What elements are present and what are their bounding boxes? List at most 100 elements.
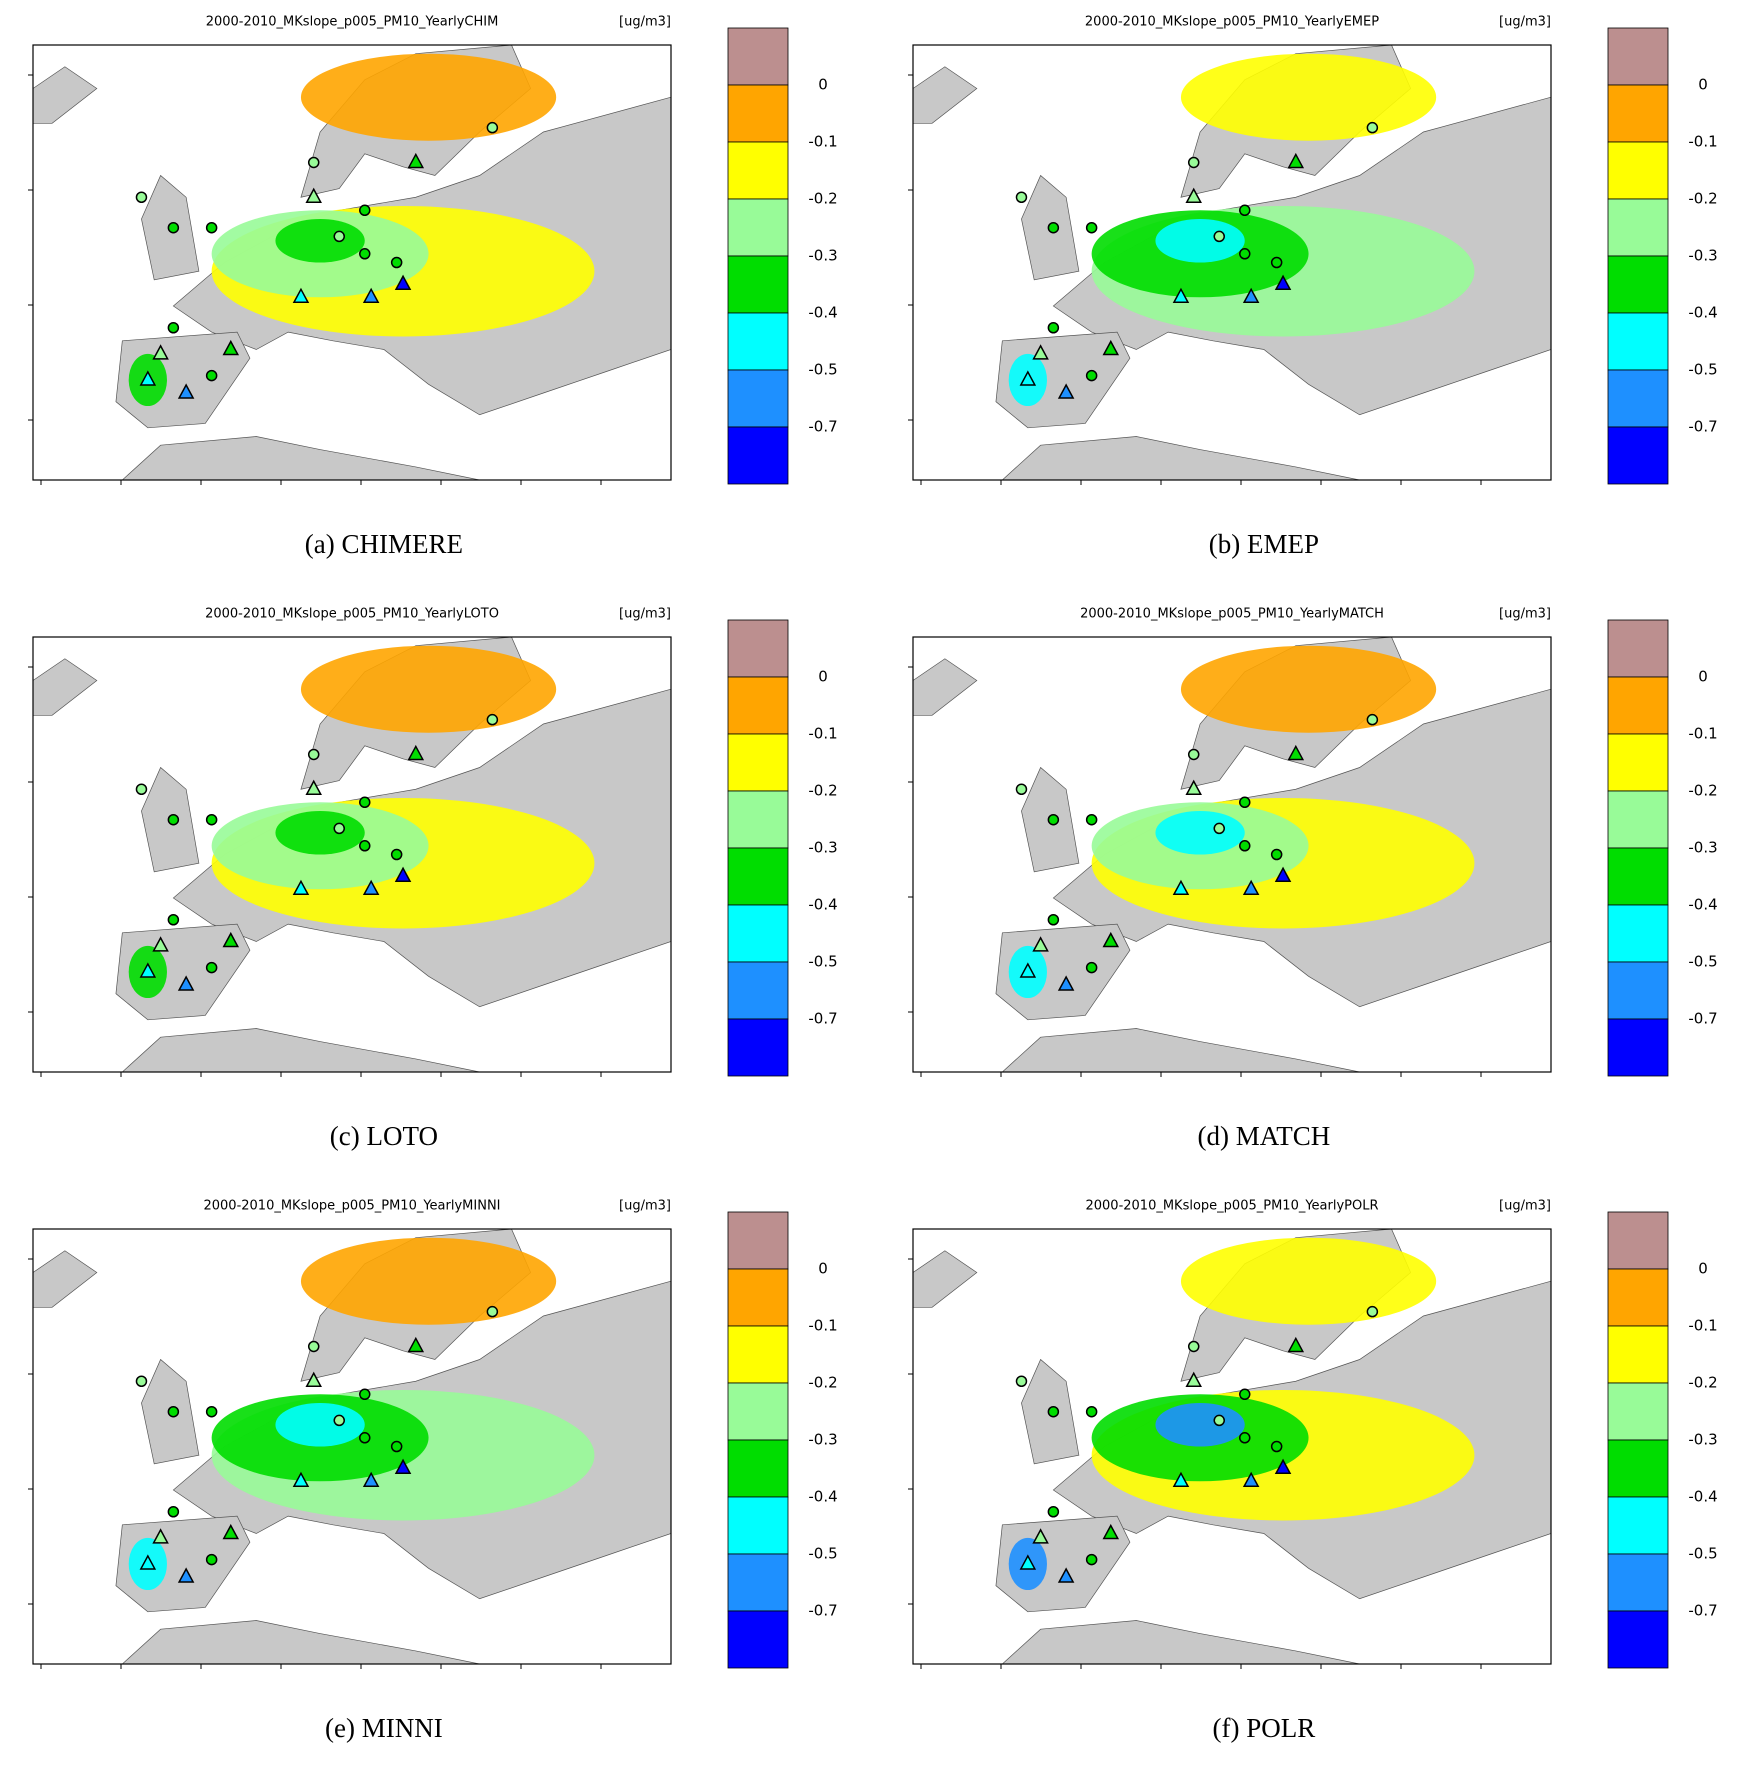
station-circle bbox=[167, 813, 180, 826]
trend-area bbox=[300, 53, 557, 141]
station-triangle bbox=[1242, 287, 1260, 304]
map-border bbox=[912, 636, 1552, 1073]
colorbar-box bbox=[727, 1211, 789, 1270]
map-title: 2000-2010_MKslope_p005_PM10_YearlyCHIM bbox=[206, 15, 499, 30]
colorbar-label: -0.1 bbox=[1688, 1317, 1717, 1335]
station-triangle bbox=[407, 152, 425, 169]
colorbar-box bbox=[727, 312, 789, 371]
colorbar-box bbox=[1607, 84, 1669, 143]
station-circle bbox=[1270, 256, 1283, 269]
station-circle bbox=[390, 1440, 403, 1453]
colorbar-box bbox=[727, 369, 789, 428]
colorbar-label: -0.3 bbox=[808, 1431, 837, 1449]
station-triangle bbox=[1102, 339, 1120, 356]
trend-area bbox=[1180, 53, 1437, 141]
panel-caption: (c) LOTO bbox=[330, 1121, 438, 1151]
colorbar-label: -0.7 bbox=[1688, 1010, 1717, 1028]
colorbar-box bbox=[1607, 1496, 1669, 1555]
station-triangle bbox=[139, 1554, 157, 1570]
station-circle bbox=[135, 1375, 148, 1387]
panel-caption: (d) MATCH bbox=[1198, 1121, 1331, 1151]
colorbar-box bbox=[1607, 619, 1669, 678]
station-circle bbox=[205, 813, 218, 826]
station-triangle bbox=[1287, 152, 1305, 169]
station-circle bbox=[1047, 322, 1060, 334]
colorbar-label: -0.3 bbox=[1688, 839, 1717, 857]
colorbar-box bbox=[727, 141, 789, 200]
panel-caption: (a) CHIMERE bbox=[305, 529, 463, 559]
station-triangle bbox=[1274, 274, 1292, 290]
station-circle bbox=[1047, 813, 1060, 826]
colorbar-label: -0.5 bbox=[1688, 1545, 1717, 1563]
station-circle bbox=[359, 248, 371, 260]
station-circle bbox=[1270, 848, 1283, 861]
colorbar-label: -0.5 bbox=[1688, 361, 1717, 379]
station-triangle bbox=[1172, 1471, 1190, 1488]
station-circle bbox=[1047, 1405, 1060, 1418]
station-triangle bbox=[305, 779, 322, 795]
map-layer bbox=[32, 636, 672, 1073]
colorbar-box bbox=[727, 1610, 789, 1669]
colorbar-box bbox=[1607, 27, 1669, 86]
colorbar-label: -0.2 bbox=[1688, 1374, 1717, 1392]
station-triangle bbox=[1185, 1371, 1202, 1387]
station-triangle bbox=[1287, 1336, 1305, 1353]
colorbar-label: -0.5 bbox=[808, 1545, 837, 1563]
trend-area bbox=[1180, 645, 1437, 733]
station-circle bbox=[167, 914, 180, 926]
colorbar-label: 0 bbox=[818, 76, 828, 94]
colorbar-box bbox=[1607, 1610, 1669, 1669]
trend-area bbox=[1155, 1403, 1245, 1447]
station-triangle bbox=[152, 936, 169, 952]
colorbar-label: -0.7 bbox=[808, 1602, 837, 1620]
colorbar-label: -0.1 bbox=[1688, 133, 1717, 151]
station-circle bbox=[167, 1506, 180, 1518]
colorbar-box bbox=[1607, 141, 1669, 200]
station-triangle bbox=[1172, 287, 1190, 304]
colorbar-label: -0.3 bbox=[808, 839, 837, 857]
station-circle bbox=[333, 822, 345, 835]
colorbar-label: -0.2 bbox=[808, 1374, 837, 1392]
colorbar-label: -0.2 bbox=[808, 190, 837, 208]
station-circle bbox=[1187, 748, 1200, 761]
colorbar-box bbox=[727, 1268, 789, 1327]
station-circle bbox=[205, 1405, 218, 1418]
station-circle bbox=[359, 1388, 371, 1401]
station-triangle bbox=[1057, 383, 1075, 399]
colorbar-label: 0 bbox=[1698, 668, 1708, 686]
map-unit: [ug/m3] bbox=[1499, 1199, 1551, 1214]
station-triangle bbox=[177, 1567, 195, 1583]
colorbar-box bbox=[727, 1382, 789, 1441]
station-triangle bbox=[1274, 866, 1292, 882]
station-circle bbox=[1085, 221, 1098, 234]
colorbar-label: 0 bbox=[818, 668, 828, 686]
colorbar-label: -0.7 bbox=[1688, 1602, 1717, 1620]
map-border bbox=[32, 636, 672, 1073]
colorbar-box bbox=[1607, 733, 1669, 792]
trend-area bbox=[1155, 219, 1245, 263]
station-circle bbox=[359, 840, 371, 852]
station-circle bbox=[1239, 1388, 1251, 1401]
colorbar-label: -0.2 bbox=[1688, 190, 1717, 208]
station-triangle bbox=[152, 344, 169, 360]
panel-caption: (e) MINNI bbox=[325, 1713, 443, 1743]
colorbar-box bbox=[727, 904, 789, 963]
station-triangle bbox=[292, 287, 310, 304]
trend-area bbox=[275, 219, 365, 263]
station-circle bbox=[167, 1405, 180, 1418]
colorbar-label: -0.7 bbox=[808, 418, 837, 436]
station-triangle bbox=[177, 383, 195, 399]
station-circle bbox=[333, 1414, 345, 1427]
colorbar-box bbox=[727, 1553, 789, 1612]
station-circle bbox=[307, 1340, 320, 1353]
station-triangle bbox=[222, 1523, 240, 1540]
colorbar-box bbox=[727, 1496, 789, 1555]
colorbar-box bbox=[1607, 198, 1669, 257]
station-circle bbox=[1047, 1506, 1060, 1518]
map-border bbox=[32, 1228, 672, 1665]
station-triangle bbox=[1102, 931, 1120, 948]
colorbar-label: -0.2 bbox=[1688, 782, 1717, 800]
colorbar-label: 0 bbox=[818, 1260, 828, 1278]
station-triangle bbox=[1057, 1567, 1075, 1583]
colorbar-label: -0.3 bbox=[1688, 1431, 1717, 1449]
